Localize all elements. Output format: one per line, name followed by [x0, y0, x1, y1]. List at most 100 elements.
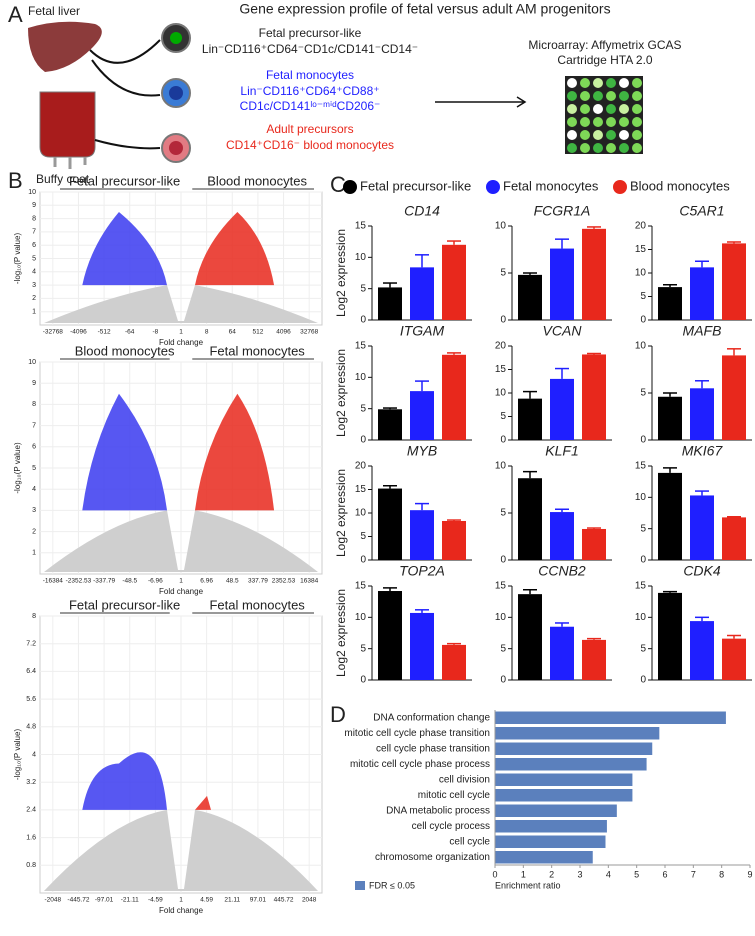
- cell-nucleus: [169, 141, 183, 155]
- y-tick-label: 0: [360, 555, 366, 566]
- y-tick-label: 6.4: [26, 668, 36, 675]
- bar: [495, 742, 653, 755]
- category-label: DNA metabolic process: [386, 805, 490, 816]
- group-name: Fetal precursor-like: [259, 26, 362, 40]
- content: A B C D Gene expression profile of fetal ver…: [8, 1, 753, 915]
- x-tick-label: -2048: [45, 897, 62, 904]
- method-label: Cartridge HTA 2.0: [557, 53, 652, 67]
- category-label: cell cycle process: [412, 821, 490, 832]
- x-tick-label: -4096: [70, 329, 87, 336]
- x-tick-label: 6.96: [200, 578, 213, 585]
- y-tick-label: 5: [500, 268, 506, 279]
- y-tick-label: 20: [495, 341, 507, 352]
- legend-marker: [343, 180, 357, 194]
- y-tick-label: 15: [355, 484, 367, 495]
- spot: [567, 143, 577, 153]
- x-tick-label: 64: [229, 329, 237, 336]
- chart-title: KLF1: [545, 443, 578, 459]
- bar: [495, 727, 660, 740]
- y-tick-label: 9: [32, 380, 36, 387]
- x-axis-label: Fold change: [159, 338, 204, 347]
- x-tick-label: -48.5: [122, 578, 137, 585]
- x-axis-label: Fold change: [159, 587, 204, 596]
- x-tick-label: 2: [549, 869, 554, 879]
- y-tick-label: 20: [635, 221, 647, 232]
- bar: [495, 758, 647, 771]
- spot: [593, 104, 603, 114]
- chart-title: CD14: [404, 203, 440, 219]
- y-tick-label: 2: [32, 295, 36, 302]
- category-label: cell division: [439, 774, 490, 785]
- point-cloud-up: [195, 795, 211, 810]
- x-tick-label: -6.96: [148, 578, 163, 585]
- spot: [606, 91, 616, 101]
- category-label: cell cycle: [449, 836, 490, 847]
- x-tick-label: 4.59: [200, 897, 213, 904]
- panel-label: D: [330, 702, 346, 727]
- category-label: mitotic cell cycle phase transition: [344, 728, 490, 739]
- x-tick-label: 1: [521, 869, 526, 879]
- x-tick-label: 5: [634, 869, 639, 879]
- spot: [580, 117, 590, 127]
- legend-label: Fetal monocytes: [503, 178, 599, 193]
- bar: [690, 267, 714, 320]
- y-tick-label: 5.6: [26, 696, 36, 703]
- y-tick-label: 5: [360, 643, 366, 654]
- y-tick-label: 5: [640, 523, 646, 534]
- bar: [495, 789, 633, 802]
- x-tick-label: 3: [577, 869, 582, 879]
- bar: [550, 248, 574, 320]
- chart-title: C5AR1: [679, 203, 724, 219]
- y-tick-label: 6: [32, 444, 36, 451]
- bar: [442, 520, 466, 560]
- y-tick-label: 15: [495, 364, 507, 375]
- bar: [378, 287, 402, 320]
- x-tick-label: 6: [662, 869, 667, 879]
- y-tick-label: 7: [32, 422, 36, 429]
- right-header: Blood monocytes: [207, 173, 307, 188]
- bar: [410, 612, 434, 680]
- chart-title: TOP2A: [399, 563, 445, 579]
- arrow: [435, 96, 527, 108]
- spot: [619, 143, 629, 153]
- arrows: [89, 39, 161, 150]
- x-tick-label: 1: [179, 897, 183, 904]
- bar: [690, 495, 714, 560]
- left-header: Blood monocytes: [75, 343, 175, 358]
- x-tick-label: 21.11: [224, 897, 240, 904]
- y-tick-label: 5: [640, 291, 646, 302]
- chart-title: MAFB: [683, 323, 722, 339]
- y-tick-label: 15: [635, 581, 647, 592]
- x-tick-label: 0: [492, 869, 497, 879]
- bar: [722, 517, 746, 560]
- x-tick-label: -97.01: [95, 897, 114, 904]
- y-tick-label: 7.2: [26, 641, 36, 648]
- category-label: mitotic cell cycle phase process: [350, 759, 490, 770]
- bar: [410, 267, 434, 320]
- x-tick-label: -337.79: [93, 578, 115, 585]
- spot: [619, 78, 629, 88]
- bar: [582, 639, 606, 680]
- left-header: Fetal precursor-like: [69, 173, 180, 188]
- spot: [580, 143, 590, 153]
- spot: [606, 78, 616, 88]
- spot: [593, 78, 603, 88]
- y-tick-label: 5: [500, 508, 506, 519]
- x-tick-label: -2352.53: [66, 578, 92, 585]
- spot: [606, 143, 616, 153]
- y-tick-label: 10: [495, 388, 507, 399]
- y-tick-label: 0: [640, 315, 646, 326]
- y-tick-label: 10: [28, 189, 36, 196]
- y-tick-label: 5: [500, 411, 506, 422]
- y-tick-label: 8: [32, 215, 36, 222]
- y-tick-label: 0: [360, 315, 366, 326]
- chart-title: VCAN: [543, 323, 583, 339]
- bar: [658, 396, 682, 440]
- bar: [495, 835, 606, 848]
- y-tick-label: 15: [355, 221, 367, 232]
- legend-label: Blood monocytes: [630, 178, 730, 193]
- bar: [442, 354, 466, 440]
- panel-label: C: [330, 172, 346, 197]
- x-tick-label: 445.72: [274, 897, 294, 904]
- y-tick-label: 1: [32, 309, 36, 316]
